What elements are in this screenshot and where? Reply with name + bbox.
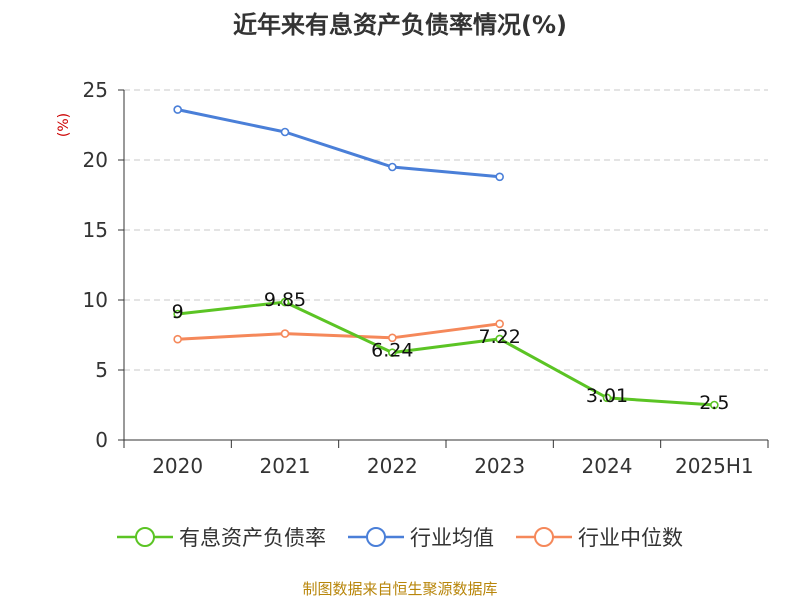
data-point-2 [495, 319, 504, 329]
x-tick-label: 2023 [474, 454, 525, 478]
y-tick-label: 20 [83, 148, 108, 172]
x-tick-label: 2025H1 [675, 454, 754, 478]
data-point-0 [710, 400, 719, 410]
data-point-0 [173, 309, 182, 319]
axes: 0 5 10 15 20 25 2020 2021 2022 2023 2024 2025H1 [83, 78, 769, 478]
legend-swatch-marker [366, 527, 386, 547]
series-line-2 [176, 322, 502, 341]
series-line-0 [176, 300, 716, 407]
y-tick-label: 25 [83, 78, 108, 102]
data-label: 9.85 [264, 289, 306, 311]
legend-label: 有息资产负债率 [179, 526, 326, 550]
data-point-2 [173, 334, 182, 344]
legend-label: 行业均值 [410, 526, 494, 550]
data-labels: 9 9.85 6.24 7.22 3.01 2.5 [172, 289, 730, 414]
source-note: 制图数据来自恒生聚源数据库 [302, 580, 497, 598]
legend[interactable]: 有息资产负债率 行业均值 行业中位数 [117, 526, 683, 550]
series-line-1 [176, 108, 502, 179]
data-point-0 [388, 348, 397, 357]
y-tick-label: 5 [95, 358, 108, 382]
grid-lines [124, 89, 768, 371]
x-tick-label: 2021 [260, 454, 311, 478]
data-label: 7.22 [479, 326, 521, 348]
data-point-2 [280, 329, 290, 338]
data-point-0 [280, 297, 290, 307]
legend-swatch-marker [135, 527, 155, 547]
data-point-2 [388, 333, 397, 343]
legend-item-1[interactable]: 行业均值 [348, 526, 494, 550]
x-tick-label: 2020 [152, 454, 203, 478]
legend-swatch-marker [534, 527, 554, 547]
legend-label: 行业中位数 [578, 526, 683, 550]
data-point-1 [280, 127, 290, 137]
x-tick-label: 2024 [582, 454, 633, 478]
legend-item-0[interactable]: 有息资产负债率 [117, 526, 326, 550]
data-point-1 [495, 172, 504, 182]
data-label: 6.24 [371, 340, 413, 362]
data-point-0 [495, 334, 504, 344]
series-lines [173, 105, 719, 410]
data-point-1 [388, 162, 397, 172]
y-tick-label: 15 [83, 218, 108, 242]
data-point-1 [173, 105, 182, 114]
data-label: 2.5 [699, 392, 729, 414]
chart-title: 近年来有息资产负债率情况(%) [233, 11, 567, 39]
y-tick-label: 10 [83, 288, 108, 312]
y-tick-label: 0 [95, 428, 108, 452]
data-label: 9 [172, 301, 184, 323]
legend-item-2[interactable]: 行业中位数 [516, 526, 683, 550]
y-axis-unit: (%) [56, 113, 72, 137]
data-point-0 [602, 393, 612, 403]
x-tick-label: 2022 [367, 454, 418, 478]
data-label: 3.01 [586, 385, 628, 407]
